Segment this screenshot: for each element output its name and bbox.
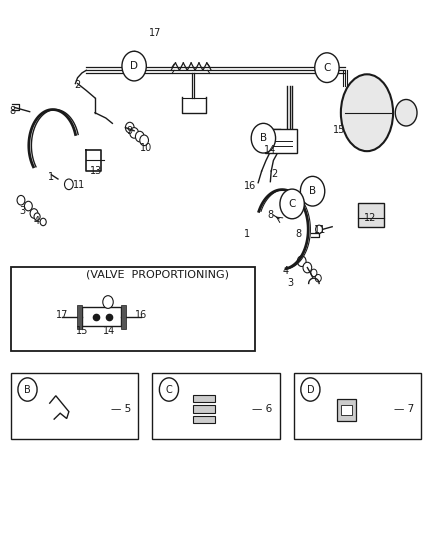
Circle shape: [159, 378, 179, 401]
Text: B: B: [260, 133, 267, 143]
Circle shape: [130, 127, 138, 138]
Circle shape: [316, 225, 322, 233]
Text: 8: 8: [267, 210, 273, 220]
Text: — 5: — 5: [111, 404, 131, 414]
Text: 8: 8: [9, 106, 15, 116]
FancyBboxPatch shape: [82, 308, 121, 326]
Ellipse shape: [341, 74, 393, 151]
Text: 4: 4: [282, 266, 288, 276]
Text: 8: 8: [295, 229, 301, 239]
FancyBboxPatch shape: [294, 373, 421, 439]
Text: 4: 4: [34, 216, 40, 226]
Text: D: D: [307, 384, 314, 394]
Text: 11: 11: [314, 225, 326, 236]
FancyBboxPatch shape: [358, 203, 385, 227]
FancyBboxPatch shape: [152, 373, 280, 439]
Text: (VALVE  PROPORTIONING): (VALVE PROPORTIONING): [86, 270, 229, 280]
Circle shape: [303, 262, 312, 273]
Circle shape: [125, 122, 134, 133]
Text: 16: 16: [134, 310, 147, 320]
Circle shape: [30, 209, 38, 218]
Text: 10: 10: [140, 143, 152, 153]
Text: B: B: [24, 384, 31, 394]
FancyBboxPatch shape: [341, 405, 352, 415]
Circle shape: [315, 53, 339, 83]
Text: C: C: [323, 63, 331, 72]
Circle shape: [297, 256, 306, 266]
Circle shape: [122, 51, 146, 81]
FancyBboxPatch shape: [77, 305, 82, 328]
Text: 14: 14: [103, 326, 116, 336]
Circle shape: [64, 179, 73, 190]
Text: 1: 1: [244, 229, 251, 239]
Text: 13: 13: [90, 166, 102, 175]
Text: 3: 3: [19, 206, 25, 216]
Text: 9: 9: [127, 126, 133, 136]
Text: — 7: — 7: [394, 404, 414, 414]
Circle shape: [315, 274, 321, 282]
Text: 17: 17: [149, 28, 161, 38]
Text: 11: 11: [73, 180, 85, 190]
FancyBboxPatch shape: [121, 305, 126, 328]
Text: 15: 15: [76, 326, 88, 336]
FancyBboxPatch shape: [265, 128, 297, 152]
Circle shape: [135, 131, 144, 142]
Text: 17: 17: [56, 310, 68, 320]
Text: 2: 2: [272, 169, 278, 179]
Text: C: C: [166, 384, 172, 394]
Text: 14: 14: [264, 145, 276, 155]
Circle shape: [395, 100, 417, 126]
FancyBboxPatch shape: [11, 373, 138, 439]
Circle shape: [301, 378, 320, 401]
Text: 15: 15: [332, 125, 345, 135]
FancyBboxPatch shape: [336, 399, 356, 421]
Circle shape: [300, 176, 325, 206]
Circle shape: [18, 378, 37, 401]
Circle shape: [40, 218, 46, 225]
Circle shape: [140, 135, 148, 146]
FancyBboxPatch shape: [193, 394, 215, 402]
Text: C: C: [289, 199, 296, 209]
Circle shape: [311, 269, 317, 277]
Circle shape: [25, 201, 32, 211]
Circle shape: [17, 196, 25, 205]
Text: 1: 1: [48, 172, 54, 182]
Circle shape: [34, 213, 40, 220]
FancyBboxPatch shape: [11, 266, 254, 351]
FancyBboxPatch shape: [193, 405, 215, 413]
Text: 12: 12: [364, 213, 377, 223]
Text: 16: 16: [244, 181, 257, 191]
Circle shape: [103, 296, 113, 309]
Text: D: D: [130, 61, 138, 71]
Circle shape: [251, 123, 276, 153]
Circle shape: [280, 189, 304, 219]
Text: 2: 2: [74, 79, 81, 90]
Text: — 6: — 6: [252, 404, 272, 414]
Text: B: B: [309, 186, 316, 196]
FancyBboxPatch shape: [193, 416, 215, 423]
Text: 3: 3: [288, 278, 294, 288]
